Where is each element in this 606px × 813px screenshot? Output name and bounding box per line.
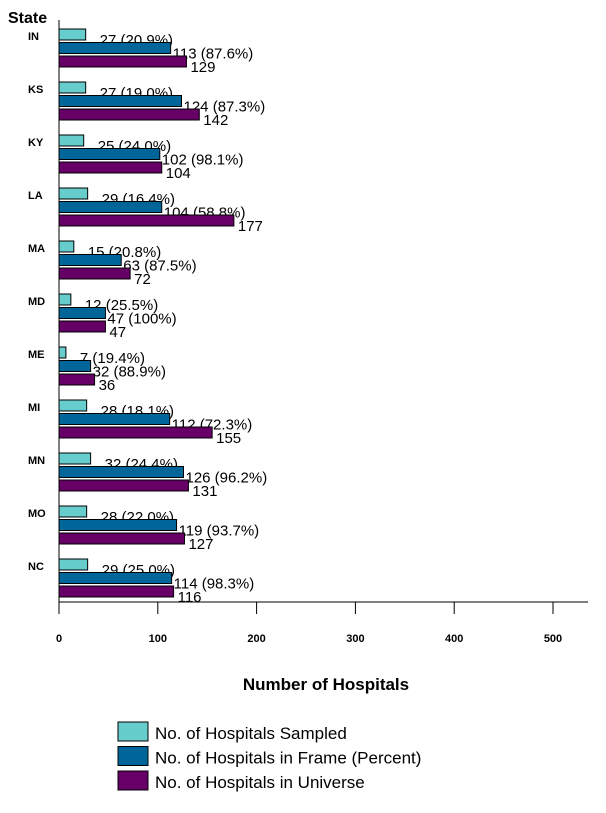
bar-KY-0 bbox=[58, 134, 85, 147]
category-label-MA: MA bbox=[28, 243, 45, 255]
data-label-MD-1: 47 (100%) bbox=[107, 311, 176, 328]
bar-KY-2 bbox=[58, 161, 163, 174]
bar-MO-0 bbox=[58, 505, 88, 518]
data-label-IN-1: 113 (87.6%) bbox=[173, 46, 254, 63]
bar-ME-2 bbox=[58, 373, 96, 386]
legend-swatch-0 bbox=[117, 721, 149, 742]
data-label-KY-2: 104 bbox=[166, 165, 191, 182]
bar-NC-0 bbox=[58, 558, 89, 571]
category-label-IN: IN bbox=[28, 31, 39, 43]
bar-MA-1 bbox=[58, 254, 122, 266]
bar-KS-2 bbox=[58, 108, 200, 121]
bar-MD-2 bbox=[58, 320, 106, 333]
data-label-IN-2: 129 bbox=[190, 59, 215, 76]
data-label-NC-2: 116 bbox=[178, 589, 202, 606]
x-tick-label: 0 bbox=[56, 633, 62, 645]
bar-MD-0 bbox=[58, 293, 72, 306]
x-axis-title: Number of Hospitals bbox=[243, 675, 409, 694]
bar-MO-2 bbox=[58, 532, 185, 545]
bar-MN-0 bbox=[58, 452, 92, 465]
legend-swatch-1 bbox=[117, 746, 149, 766]
bar-MA-0 bbox=[58, 240, 75, 253]
data-label-ME-0: 7 (19.4%) bbox=[80, 350, 145, 367]
data-label-MO-1: 119 (93.7%) bbox=[179, 523, 260, 540]
data-label-MN-1: 126 (96.2%) bbox=[185, 470, 267, 487]
legend-label-0: No. of Hospitals Sampled bbox=[155, 724, 347, 743]
data-label-LA-2: 177 bbox=[238, 218, 263, 235]
category-label-ME: ME bbox=[28, 349, 45, 361]
category-label-LA: LA bbox=[28, 190, 43, 202]
bar-ME-1 bbox=[58, 360, 92, 372]
bar-NC-2 bbox=[58, 585, 175, 598]
bar-MD-1 bbox=[58, 307, 106, 319]
bar-KS-1 bbox=[58, 95, 183, 107]
bar-IN-0 bbox=[58, 28, 87, 41]
bar-LA-2 bbox=[58, 214, 235, 227]
data-label-KS-2: 142 bbox=[203, 112, 228, 129]
bar-LA-0 bbox=[58, 187, 89, 200]
bar-MN-1 bbox=[58, 466, 184, 478]
data-label-MD-2: 47 bbox=[109, 324, 126, 341]
category-label-MD: MD bbox=[28, 296, 45, 308]
legend-swatch-2 bbox=[117, 770, 149, 791]
data-label-NC-1: 114 (98.3%) bbox=[174, 576, 255, 593]
bar-MA-2 bbox=[58, 267, 131, 280]
category-label-MI: MI bbox=[28, 402, 40, 414]
data-label-ME-1: 32 (88.9%) bbox=[93, 364, 166, 381]
bar-MN-2 bbox=[58, 479, 189, 492]
data-label-ME-2: 36 bbox=[99, 377, 116, 394]
data-label-KY-1: 102 (98.1%) bbox=[162, 152, 244, 169]
data-label-KS-1: 124 (87.3%) bbox=[184, 99, 266, 116]
bar-IN-2 bbox=[58, 55, 187, 68]
data-label-MN-2: 131 bbox=[192, 483, 217, 500]
bar-KS-0 bbox=[58, 81, 87, 94]
x-tick-label: 200 bbox=[247, 633, 265, 645]
bar-NC-1 bbox=[58, 572, 173, 584]
legend-label-1: No. of Hospitals in Frame (Percent) bbox=[155, 749, 421, 768]
category-label-MN: MN bbox=[28, 455, 45, 467]
bar-MO-1 bbox=[58, 519, 178, 531]
y-axis-title: State bbox=[8, 10, 47, 27]
x-tick-label: 100 bbox=[149, 633, 167, 645]
bar-MI-1 bbox=[58, 413, 171, 425]
x-tick-label: 500 bbox=[544, 633, 562, 645]
category-label-NC: NC bbox=[28, 561, 44, 573]
data-label-MA-2: 72 bbox=[134, 271, 151, 288]
x-tick-label: 400 bbox=[445, 633, 463, 645]
legend-label-2: No. of Hospitals in Universe bbox=[155, 773, 365, 792]
x-tick-label: 300 bbox=[346, 633, 364, 645]
bar-IN-1 bbox=[58, 42, 172, 54]
bar-ME-0 bbox=[58, 346, 67, 359]
category-label-KS: KS bbox=[28, 84, 43, 96]
data-label-MI-2: 155 bbox=[216, 430, 241, 447]
category-label-KY: KY bbox=[28, 137, 44, 149]
bar-LA-1 bbox=[58, 201, 163, 213]
category-label-MO: MO bbox=[28, 508, 46, 520]
data-label-MO-2: 127 bbox=[188, 536, 213, 553]
bar-KY-1 bbox=[58, 148, 161, 160]
bar-MI-0 bbox=[58, 399, 88, 412]
bar-MI-2 bbox=[58, 426, 213, 439]
data-label-MA-1: 63 (87.5%) bbox=[123, 258, 196, 275]
